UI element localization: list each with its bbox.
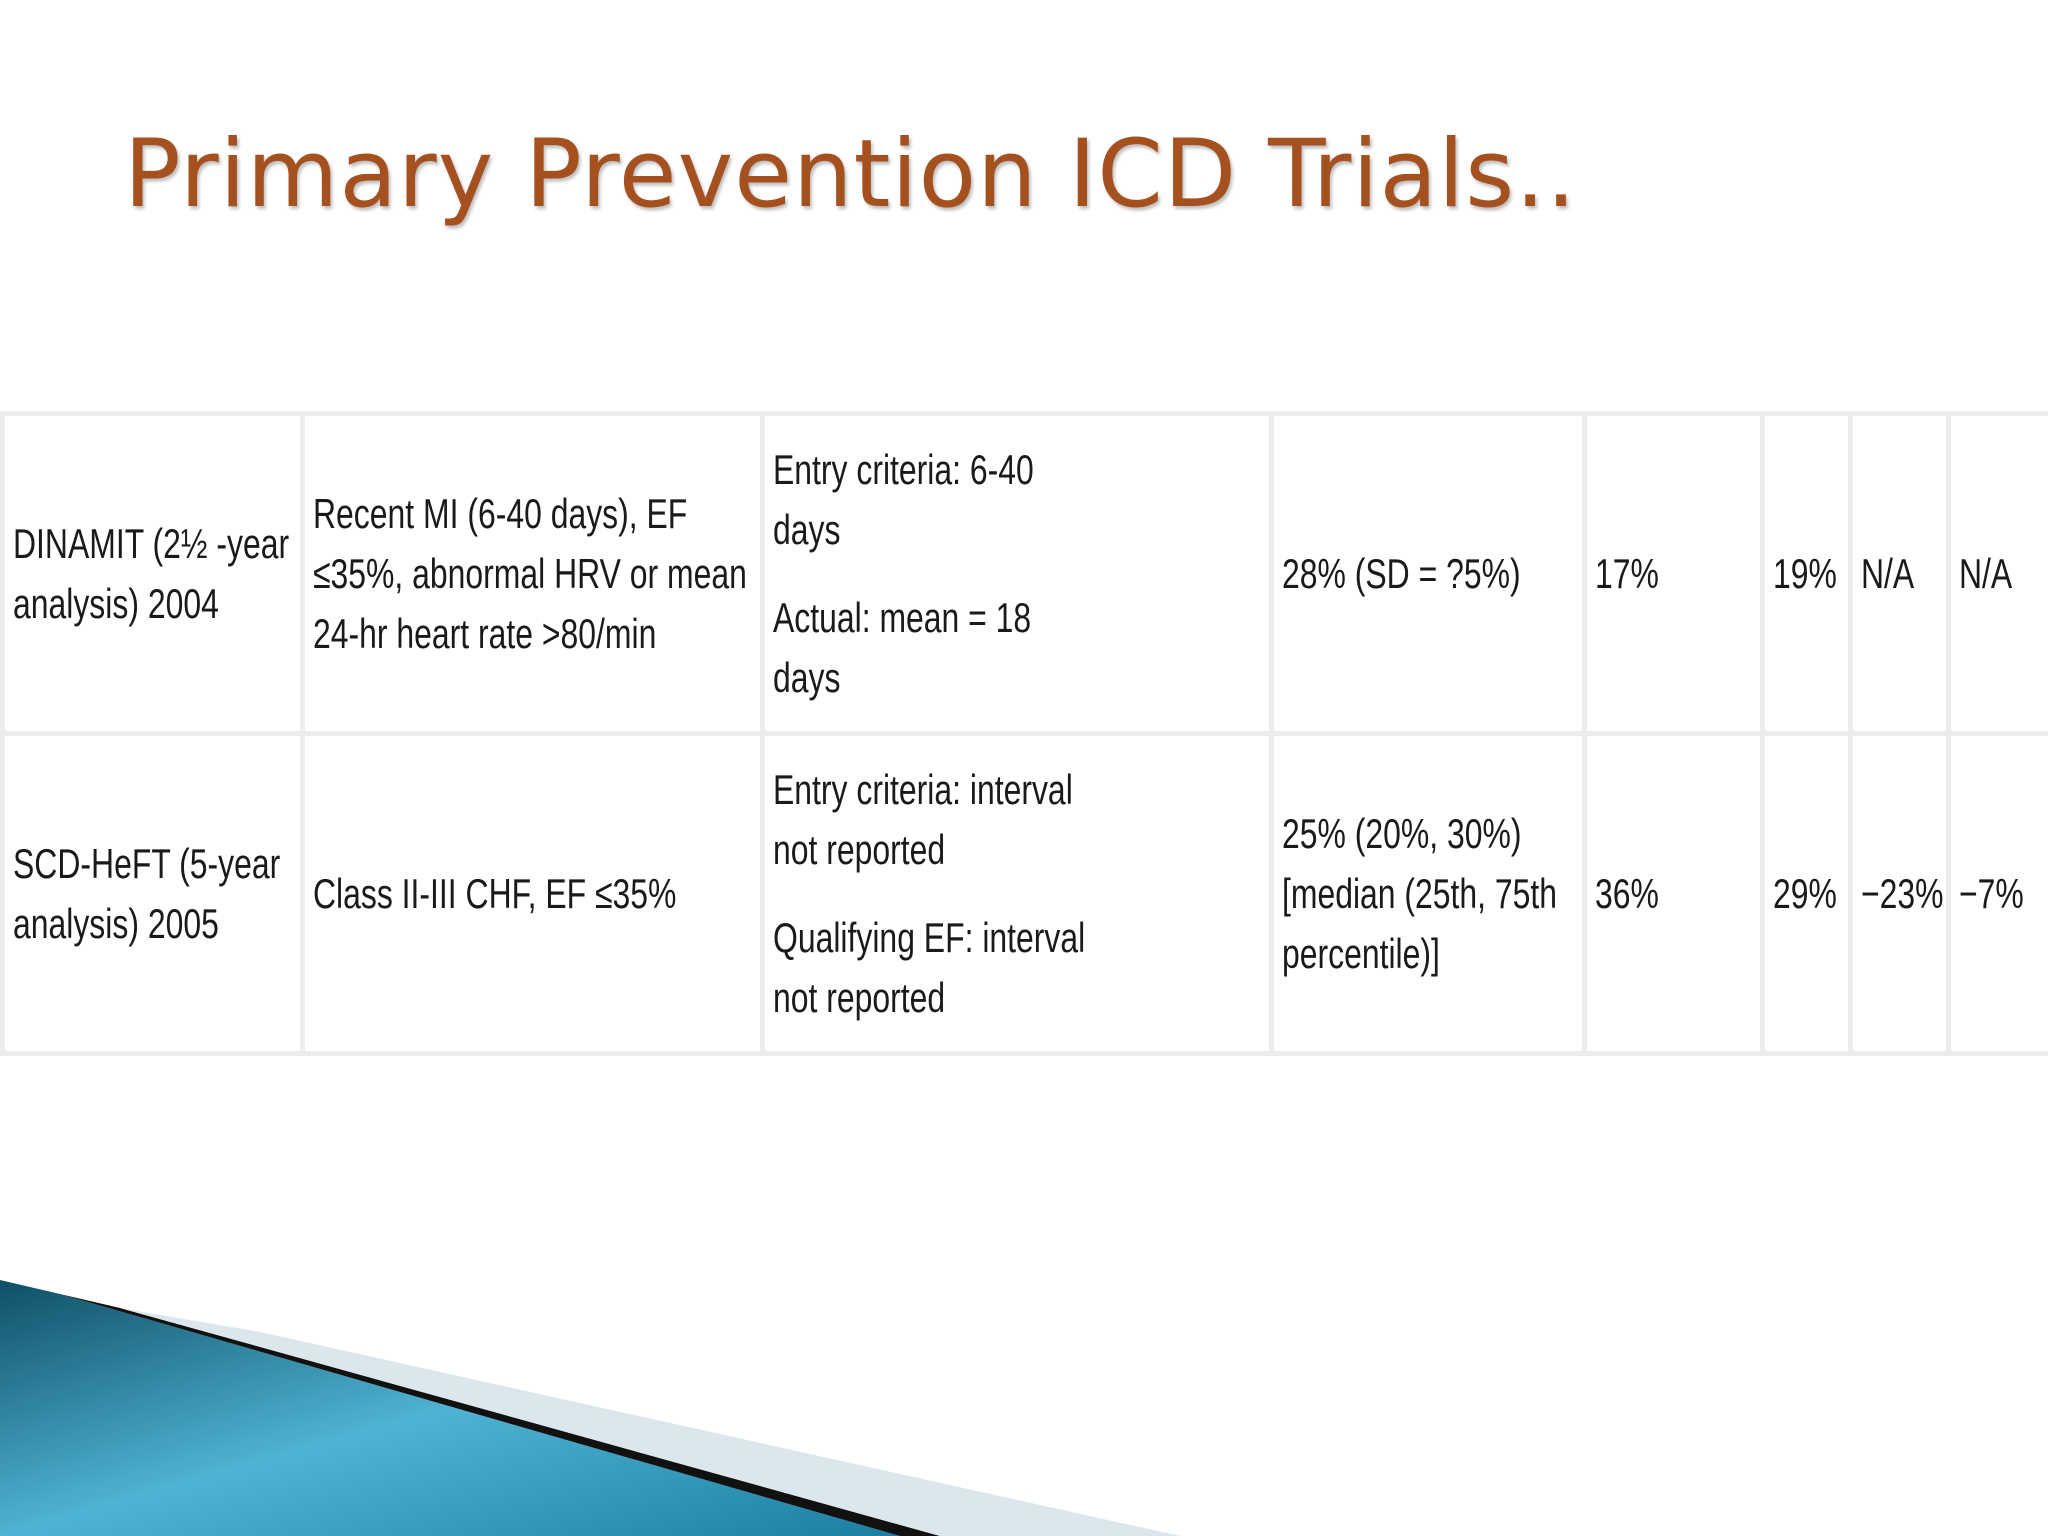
- table-cell: 36%: [1582, 731, 1765, 1056]
- table-body: DINAMIT (2½ -year analysis) 2004 Recent M…: [0, 411, 2048, 1056]
- table-cell: 25% (20%, 30%) [median (25th, 75th perce…: [1269, 731, 1587, 1056]
- table-cell: Recent MI (6-40 days), EF ≤35%, abnormal…: [300, 411, 765, 736]
- cell-content: −23%: [1861, 864, 1944, 924]
- table-cell: Entry criteria: 6-40 days Actual: mean = …: [760, 411, 1274, 736]
- cell-content: N/A: [1959, 544, 2048, 604]
- cell-text: SCD-HeFT (5-year analysis) 2005: [13, 839, 281, 947]
- cell-content: 25% (20%, 30%) [median (25th, 75th perce…: [1282, 804, 1573, 984]
- cell-text: 25% (20%, 30%) [median (25th, 75th perce…: [1282, 809, 1558, 977]
- cell-text: 17%: [1595, 549, 1659, 597]
- cell-content: DINAMIT (2½ -year analysis) 2004: [13, 514, 291, 634]
- table-cell: N/A: [1946, 411, 2048, 736]
- table-cell: DINAMIT (2½ -year analysis) 2004: [0, 411, 305, 736]
- cell-text: Class II-III CHF, EF ≤35%: [313, 869, 677, 917]
- table-cell: 28% (SD = ?5%): [1269, 411, 1587, 736]
- cell-content: 36%: [1595, 864, 1751, 924]
- swoosh-light: [120, 1308, 1180, 1536]
- cell-text: Entry criteria: 6-40 days: [773, 445, 1034, 553]
- cell-content: Class II-III CHF, EF ≤35%: [313, 864, 750, 924]
- cell-text: Entry criteria: interval not reported: [773, 765, 1073, 873]
- table-cell: SCD-HeFT (5-year analysis) 2005: [0, 731, 305, 1056]
- table-row: DINAMIT (2½ -year analysis) 2004 Recent M…: [0, 411, 2048, 736]
- cell-content: −7%: [1959, 864, 2048, 924]
- table-cell: −23%: [1848, 731, 1951, 1056]
- cell-text: Recent MI (6-40 days), EF ≤35%, abnormal…: [313, 489, 747, 657]
- cell-content: Entry criteria: 6-40 days Actual: mean = …: [773, 440, 1259, 708]
- table-cell: 17%: [1582, 411, 1765, 736]
- swoosh: [0, 1280, 900, 1536]
- table-cell: Class II-III CHF, EF ≤35%: [300, 731, 765, 1056]
- cell-content: 29%: [1773, 864, 1840, 924]
- cell-text: N/A: [1959, 549, 2013, 597]
- cell-content: N/A: [1861, 544, 1938, 604]
- cell-content: SCD-HeFT (5-year analysis) 2005: [13, 834, 291, 954]
- table-cell: 29%: [1760, 731, 1853, 1056]
- cell-content: 28% (SD = ?5%): [1282, 544, 1573, 604]
- trial-table: DINAMIT (2½ -year analysis) 2004 Recent M…: [0, 411, 2048, 1056]
- table-wrap: DINAMIT (2½ -year analysis) 2004 Recent M…: [0, 411, 2048, 1056]
- cell-text: 19%: [1773, 549, 1837, 597]
- cell-content: Recent MI (6-40 days), EF ≤35%, abnormal…: [313, 484, 750, 664]
- cell-content: 19%: [1773, 544, 1840, 604]
- cell-content: Entry criteria: interval not reported Qua…: [773, 760, 1259, 1028]
- cell-text: Actual: mean = 18 days: [773, 593, 1032, 701]
- table-cell: 19%: [1760, 411, 1853, 736]
- swoosh-stripe: [60, 1294, 940, 1536]
- cell-text: 28% (SD = ?5%): [1282, 549, 1521, 597]
- cell-text: −23%: [1861, 869, 1944, 917]
- cell-text: −7%: [1959, 869, 2024, 917]
- decoration: [0, 1280, 1180, 1536]
- slide-title: Primary Prevention ICD Trials..: [124, 120, 1577, 229]
- cell-text: Qualifying EF: interval not reported: [773, 913, 1086, 1021]
- cell-text: N/A: [1861, 549, 1915, 597]
- cell-text: DINAMIT (2½ -year analysis) 2004: [13, 519, 290, 627]
- cell-content: 17%: [1595, 544, 1751, 604]
- table-cell: −7%: [1946, 731, 2048, 1056]
- cell-text: 36%: [1595, 869, 1659, 917]
- cell-text: 29%: [1773, 869, 1837, 917]
- table-cell: Entry criteria: interval not reported Qua…: [760, 731, 1274, 1056]
- table-cell: N/A: [1848, 411, 1951, 736]
- table-row: SCD-HeFT (5-year analysis) 2005 Class II-…: [0, 731, 2048, 1056]
